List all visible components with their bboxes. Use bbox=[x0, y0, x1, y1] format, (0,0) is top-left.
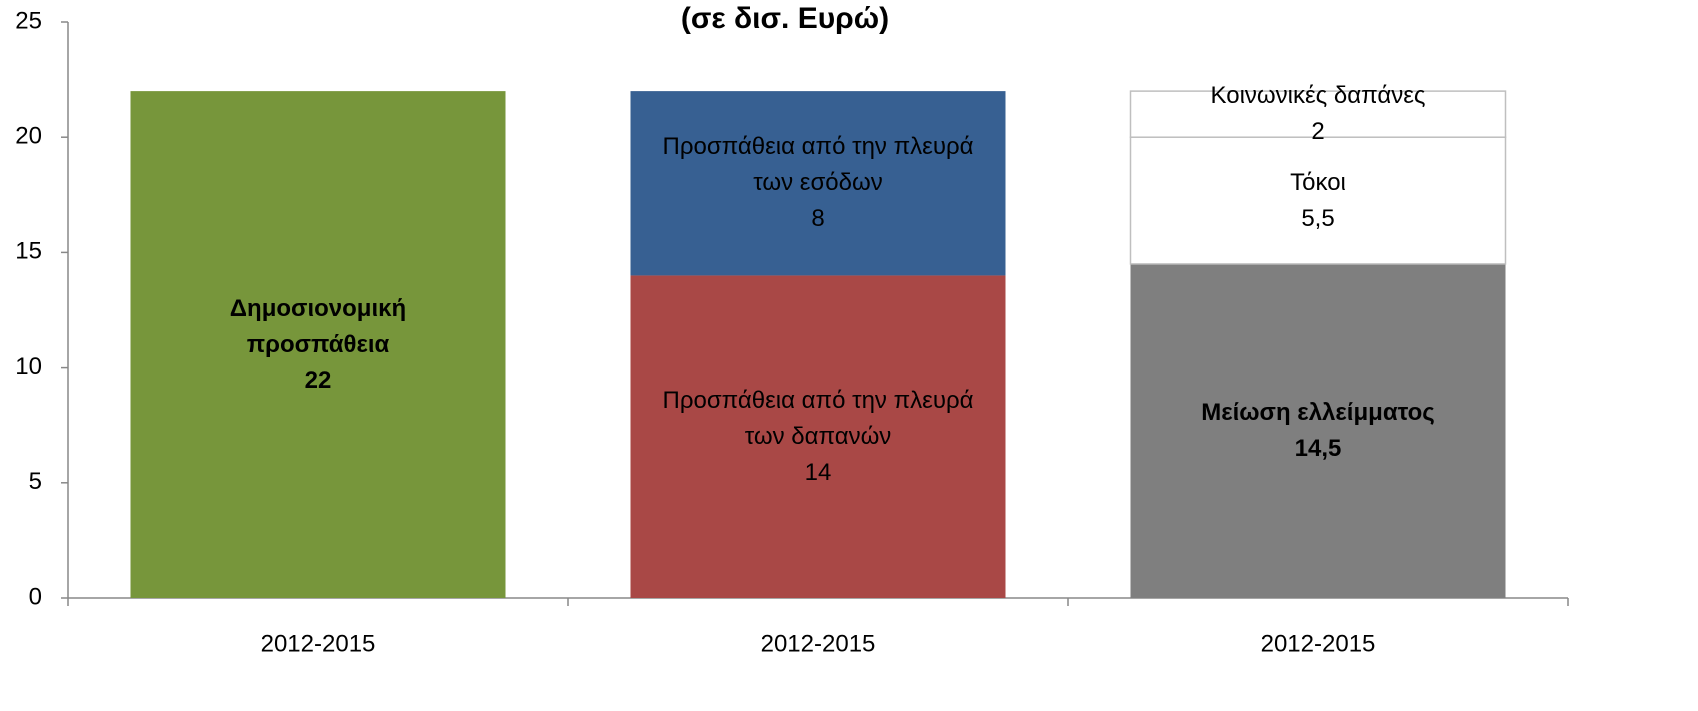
y-tick-label: 25 bbox=[15, 7, 42, 34]
bar-segment bbox=[130, 91, 506, 599]
data-label: Μείωση ελλείμματος 14,5 bbox=[1111, 395, 1526, 467]
bar-segment bbox=[1130, 263, 1506, 598]
data-label-name: Προσπάθεια από την πλευρά των εσόδων bbox=[662, 133, 974, 197]
y-tick-label: 5 bbox=[29, 468, 42, 495]
data-label-name: Μείωση ελλείμματος bbox=[1201, 398, 1435, 426]
x-tick-label: 2012-2015 bbox=[261, 630, 376, 657]
data-label-name: Δημοσιονομική προσπάθεια bbox=[229, 294, 407, 358]
data-label-value: 22 bbox=[304, 366, 332, 394]
data-label: Κοινωνικές δαπάνες 2 bbox=[1111, 78, 1526, 150]
data-label-name: Τόκοι bbox=[1290, 168, 1346, 196]
bar-segment bbox=[1129, 136, 1507, 265]
data-label-value: 14 bbox=[804, 458, 832, 486]
data-label-name: Κοινωνικές δαπάνες bbox=[1210, 82, 1426, 110]
data-label: Προσπάθεια από την πλευρά των εσόδων 8 bbox=[611, 129, 1026, 237]
chart-title: (σε δισ. Ευρώ) bbox=[681, 2, 889, 35]
bar-segment bbox=[630, 275, 1006, 598]
y-tick-label: 0 bbox=[29, 583, 42, 610]
data-label-name: Προσπάθεια από την πλευρά των δαπανών bbox=[662, 386, 974, 450]
data-label-value: 14,5 bbox=[1294, 434, 1342, 462]
y-tick-label: 10 bbox=[15, 353, 42, 380]
data-label-value: 8 bbox=[811, 205, 825, 233]
bar-segment bbox=[1129, 90, 1507, 138]
bar-segment bbox=[630, 91, 1006, 276]
data-label: Προσπάθεια από την πλευρά των δαπανών 14 bbox=[611, 383, 1026, 491]
data-label: Δημοσιονομική προσπάθεια 22 bbox=[111, 291, 526, 399]
x-tick-label: 2012-2015 bbox=[1261, 630, 1376, 657]
y-tick-label: 15 bbox=[15, 238, 42, 265]
x-tick-label: 2012-2015 bbox=[761, 630, 876, 657]
data-label: Τόκοι 5,5 bbox=[1111, 165, 1526, 237]
data-label-value: 5,5 bbox=[1301, 204, 1335, 232]
data-label-value: 2 bbox=[1311, 118, 1325, 146]
y-tick-label: 20 bbox=[15, 123, 42, 150]
